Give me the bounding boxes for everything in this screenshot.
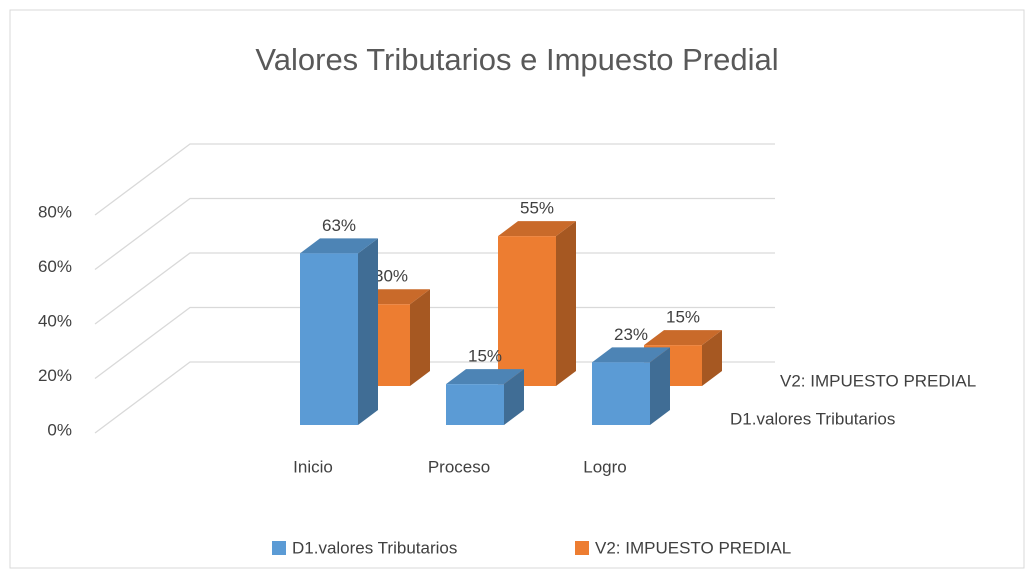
bar <box>498 236 556 386</box>
y-tick-label: 80% <box>38 202 72 221</box>
bar-top <box>644 330 722 346</box>
bar-side <box>650 347 670 425</box>
x-tick-label: Proceso <box>428 457 490 476</box>
depth-label: D1.valores Tributarios <box>730 409 895 428</box>
value-label: 23% <box>614 325 648 344</box>
grid-line <box>94 306 775 380</box>
bar <box>592 362 650 425</box>
y-tick-label: 20% <box>38 366 72 385</box>
y-tick-label: 60% <box>38 257 72 276</box>
y-tick-label: 0% <box>47 420 72 439</box>
grid-line <box>94 197 775 271</box>
x-tick-label: Inicio <box>293 457 333 476</box>
grid-line <box>94 252 775 325</box>
bar <box>300 253 358 425</box>
bar-side <box>556 221 576 386</box>
bar-side <box>702 330 722 386</box>
y-tick-label: 40% <box>38 311 72 330</box>
value-label: 15% <box>666 308 700 327</box>
grid-line <box>94 361 775 434</box>
x-tick-label: Logro <box>583 457 626 476</box>
value-label: 15% <box>468 347 502 366</box>
chart-title: Valores Tributarios e Impuesto Predial <box>255 42 778 77</box>
legend-swatch <box>575 541 589 555</box>
bar-top <box>498 221 576 237</box>
bar <box>446 384 504 425</box>
bar-top <box>592 347 670 363</box>
depth-label: V2: IMPUESTO PREDIAL <box>780 371 976 390</box>
bar-side <box>358 238 378 425</box>
grid-line <box>94 143 775 216</box>
bar-side <box>504 369 524 425</box>
value-label: 55% <box>520 199 554 218</box>
legend-swatch <box>272 541 286 555</box>
bar-side <box>410 289 430 386</box>
legend-label: D1.valores Tributarios <box>292 538 457 557</box>
value-label: 30% <box>374 267 408 286</box>
bar-top <box>446 369 524 385</box>
value-label: 63% <box>322 216 356 235</box>
bar-top <box>300 238 378 254</box>
legend-label: V2: IMPUESTO PREDIAL <box>595 538 791 557</box>
